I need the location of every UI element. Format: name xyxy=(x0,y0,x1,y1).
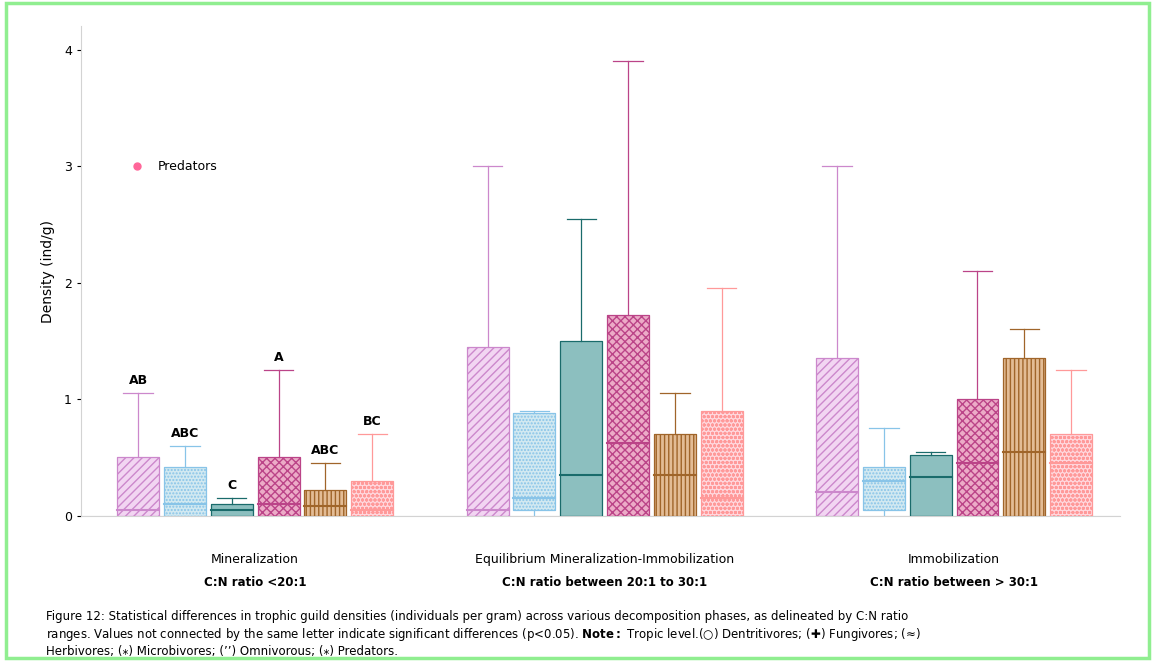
Bar xyxy=(1050,434,1093,516)
Bar xyxy=(305,490,346,516)
Text: Equilibrium Mineralization-Immobilization: Equilibrium Mineralization-Immobilizatio… xyxy=(475,553,735,566)
Bar xyxy=(654,434,695,516)
Text: C:N ratio between > 30:1: C:N ratio between > 30:1 xyxy=(870,576,1038,589)
Text: Mineralization: Mineralization xyxy=(211,553,299,566)
Bar xyxy=(863,467,904,510)
Bar xyxy=(467,347,508,516)
Bar xyxy=(654,434,695,516)
Bar xyxy=(117,457,159,516)
Text: C: C xyxy=(228,479,237,492)
Bar xyxy=(910,455,952,516)
Text: BC: BC xyxy=(363,415,381,428)
Bar xyxy=(164,467,206,516)
Bar xyxy=(351,481,393,516)
Bar xyxy=(560,341,602,516)
Bar xyxy=(1004,358,1045,516)
Bar xyxy=(211,504,253,516)
Y-axis label: Density (ind/g): Density (ind/g) xyxy=(42,219,55,323)
Text: C:N ratio <20:1: C:N ratio <20:1 xyxy=(204,576,306,589)
Bar xyxy=(117,457,159,516)
Bar xyxy=(817,358,858,516)
Text: Predators: Predators xyxy=(157,160,217,173)
Bar xyxy=(305,490,346,516)
Bar xyxy=(514,413,556,510)
Bar xyxy=(956,399,998,516)
Bar xyxy=(910,455,952,516)
Bar xyxy=(258,457,299,516)
Bar xyxy=(467,347,508,516)
Bar xyxy=(1004,358,1045,516)
Bar xyxy=(1004,358,1045,516)
Bar xyxy=(863,467,904,510)
Bar xyxy=(560,341,602,516)
Bar xyxy=(701,410,743,516)
Bar xyxy=(305,490,346,516)
Bar xyxy=(560,341,602,516)
Text: ABC: ABC xyxy=(171,427,199,440)
Bar xyxy=(910,455,952,516)
Bar xyxy=(117,457,159,516)
Text: C:N ratio between 20:1 to 30:1: C:N ratio between 20:1 to 30:1 xyxy=(502,576,707,589)
Bar xyxy=(956,399,998,516)
Bar xyxy=(1050,434,1093,516)
Text: A: A xyxy=(274,351,283,364)
Bar xyxy=(258,457,299,516)
Bar xyxy=(956,399,998,516)
Bar xyxy=(608,315,649,516)
Text: Immobilization: Immobilization xyxy=(908,553,1000,566)
Bar xyxy=(654,434,695,516)
Bar xyxy=(701,410,743,516)
Bar xyxy=(817,358,858,516)
Bar xyxy=(608,315,649,516)
Bar xyxy=(608,315,649,516)
Bar xyxy=(514,413,556,510)
Bar xyxy=(211,504,253,516)
Text: ABC: ABC xyxy=(311,444,340,457)
Bar xyxy=(701,410,743,516)
Bar xyxy=(1050,434,1093,516)
Bar xyxy=(258,457,299,516)
Text: AB: AB xyxy=(128,375,148,387)
Bar xyxy=(211,504,253,516)
Text: Figure 12: Statistical differences in trophic guild densities (individuals per g: Figure 12: Statistical differences in tr… xyxy=(46,610,921,658)
Bar xyxy=(863,467,904,510)
Bar xyxy=(514,413,556,510)
Bar xyxy=(467,347,508,516)
Bar xyxy=(351,481,393,516)
Bar xyxy=(164,467,206,516)
Bar xyxy=(817,358,858,516)
Bar xyxy=(351,481,393,516)
Bar xyxy=(164,467,206,516)
